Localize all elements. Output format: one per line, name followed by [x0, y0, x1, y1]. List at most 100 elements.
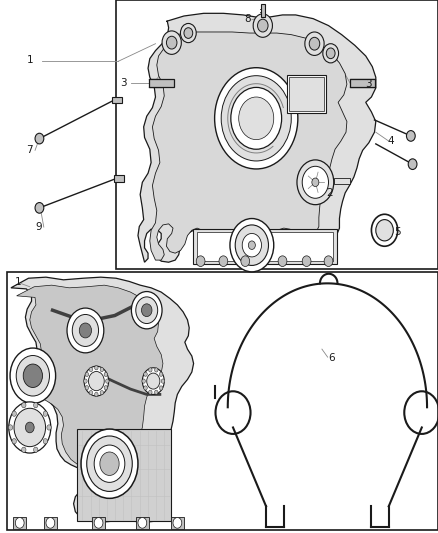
- Circle shape: [215, 68, 298, 169]
- Circle shape: [235, 225, 268, 265]
- Circle shape: [155, 368, 158, 372]
- Bar: [171, 517, 184, 529]
- Circle shape: [173, 518, 182, 528]
- Circle shape: [324, 256, 333, 266]
- Bar: [7, 272, 438, 530]
- Circle shape: [88, 372, 104, 391]
- Circle shape: [144, 372, 147, 376]
- Circle shape: [161, 379, 165, 383]
- Circle shape: [95, 392, 98, 397]
- Circle shape: [242, 233, 261, 257]
- Circle shape: [21, 402, 26, 408]
- Circle shape: [184, 28, 193, 38]
- Circle shape: [142, 379, 145, 383]
- Circle shape: [34, 402, 38, 408]
- Circle shape: [241, 256, 250, 266]
- Circle shape: [94, 445, 125, 482]
- Circle shape: [81, 429, 138, 498]
- Circle shape: [84, 366, 109, 396]
- Circle shape: [21, 447, 26, 453]
- Circle shape: [371, 214, 398, 246]
- Circle shape: [104, 386, 108, 390]
- Circle shape: [12, 411, 16, 416]
- Circle shape: [136, 297, 158, 324]
- Bar: [114, 175, 124, 182]
- Circle shape: [323, 44, 339, 63]
- Circle shape: [85, 386, 88, 390]
- Circle shape: [408, 159, 417, 169]
- Circle shape: [15, 518, 24, 528]
- Circle shape: [239, 97, 274, 140]
- Circle shape: [231, 87, 282, 149]
- Circle shape: [278, 256, 287, 266]
- Bar: [44, 517, 57, 529]
- Bar: [149, 79, 174, 87]
- Circle shape: [9, 402, 51, 453]
- Bar: [350, 79, 375, 87]
- Circle shape: [302, 256, 311, 266]
- Circle shape: [95, 366, 98, 370]
- Circle shape: [406, 131, 415, 141]
- Circle shape: [253, 14, 272, 37]
- Circle shape: [302, 166, 328, 198]
- Circle shape: [309, 37, 320, 50]
- Text: 8: 8: [244, 14, 251, 23]
- Bar: [112, 97, 122, 103]
- Circle shape: [326, 48, 335, 59]
- Circle shape: [25, 422, 34, 433]
- Circle shape: [297, 160, 334, 205]
- Text: 2: 2: [326, 189, 333, 198]
- Circle shape: [43, 439, 48, 444]
- Text: 5: 5: [394, 227, 401, 237]
- Circle shape: [196, 256, 205, 266]
- Circle shape: [142, 368, 164, 394]
- Circle shape: [14, 408, 46, 447]
- Text: 3: 3: [365, 79, 372, 88]
- Polygon shape: [11, 277, 194, 522]
- Circle shape: [100, 367, 103, 372]
- Circle shape: [67, 308, 104, 353]
- Circle shape: [258, 19, 268, 32]
- Circle shape: [131, 292, 162, 329]
- Polygon shape: [17, 285, 163, 514]
- Circle shape: [162, 31, 181, 54]
- Text: 1: 1: [15, 278, 22, 287]
- Circle shape: [47, 425, 51, 430]
- Circle shape: [12, 439, 16, 444]
- Circle shape: [89, 367, 93, 372]
- Circle shape: [230, 219, 274, 272]
- Circle shape: [106, 379, 109, 383]
- Circle shape: [141, 304, 152, 317]
- Circle shape: [87, 436, 132, 491]
- Circle shape: [144, 386, 147, 390]
- Circle shape: [219, 256, 228, 266]
- Text: 4: 4: [387, 136, 394, 146]
- Bar: [334, 178, 350, 184]
- Polygon shape: [150, 32, 347, 260]
- Text: 6: 6: [328, 353, 336, 363]
- Circle shape: [89, 391, 92, 395]
- Circle shape: [94, 518, 103, 528]
- Circle shape: [104, 372, 108, 376]
- Circle shape: [159, 386, 163, 390]
- Circle shape: [312, 178, 319, 187]
- Circle shape: [46, 518, 55, 528]
- Circle shape: [100, 452, 119, 475]
- Bar: [136, 517, 149, 529]
- Text: 9: 9: [35, 222, 42, 232]
- Circle shape: [376, 220, 393, 241]
- Circle shape: [159, 372, 163, 376]
- Circle shape: [147, 373, 160, 389]
- Circle shape: [8, 425, 13, 430]
- Circle shape: [148, 390, 152, 394]
- Polygon shape: [138, 13, 376, 262]
- Circle shape: [166, 36, 177, 49]
- Circle shape: [155, 390, 158, 394]
- Bar: [13, 517, 26, 529]
- Circle shape: [221, 76, 291, 161]
- Circle shape: [72, 314, 99, 346]
- Circle shape: [43, 411, 48, 416]
- Circle shape: [84, 379, 87, 383]
- Circle shape: [85, 372, 88, 376]
- Text: 3: 3: [120, 78, 127, 88]
